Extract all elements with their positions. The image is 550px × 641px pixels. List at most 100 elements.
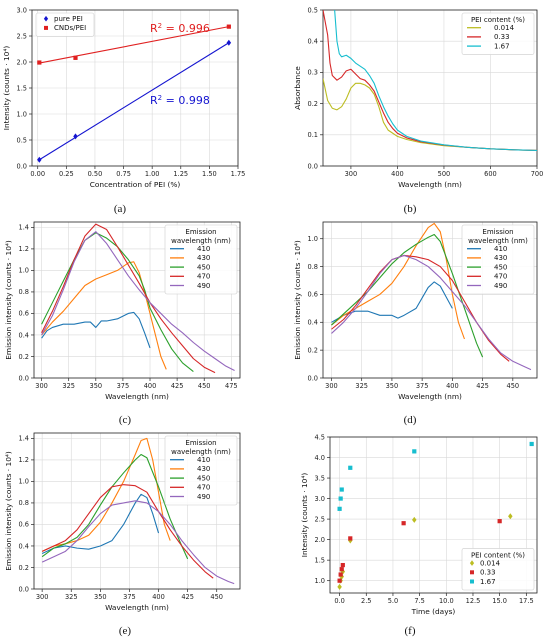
x-tick-label: 0.25 (59, 170, 74, 178)
y-axis-label: Emission intensity (counts · 10⁴) (4, 240, 13, 360)
x-tick-label: 375 (123, 593, 136, 601)
legend-entry-label: 0.33 (494, 33, 510, 41)
legend-entry-label: 0.014 (480, 559, 501, 567)
series-line-430 (41, 261, 167, 370)
x-tick-label: 325 (62, 382, 75, 390)
fit-line-cnds-pei (39, 26, 229, 64)
plot-area (37, 24, 232, 163)
data-point (529, 441, 534, 447)
plot-area (331, 222, 532, 371)
y-tick-label: 0.2 (308, 100, 319, 108)
data-point (412, 516, 417, 523)
series-line-410 (41, 493, 160, 554)
y-tick-label: 3.0 (315, 495, 326, 503)
y-tick-label: 1.5 (17, 84, 28, 92)
legend-swatch (469, 560, 475, 566)
x-tick-label: 12.5 (466, 597, 481, 605)
y-tick-label: 0.5 (17, 136, 28, 144)
panel-label-c: (c) (119, 414, 132, 426)
series-line-450 (41, 453, 189, 560)
panel-label-a: (a) (114, 203, 127, 215)
y-axis-label: Intensity (counts · 10⁴) (2, 46, 11, 131)
legend-entry-label: 430 (197, 254, 210, 262)
y-tick-label: 0.0 (308, 162, 319, 170)
series-line-430 (41, 437, 171, 552)
legend-entry-label: 1.67 (480, 578, 496, 586)
x-tick-label: 425 (171, 382, 184, 390)
y-tick-label: 0.3 (308, 69, 319, 77)
data-point (338, 572, 343, 577)
y-tick-label: 0.8 (19, 288, 30, 296)
y-tick-label: 1.0 (19, 478, 30, 486)
x-tick-label: 350 (90, 382, 103, 390)
legend-title: Emission (185, 228, 216, 236)
legend-entry-label: 410 (197, 456, 210, 464)
data-point (337, 578, 342, 583)
data-point (337, 506, 342, 511)
panel-label-b: (b) (404, 203, 417, 215)
y-tick-label: 0.2 (19, 353, 30, 361)
legend-entry-label: 450 (197, 474, 210, 482)
series-line-0.014 (323, 78, 537, 151)
y-tick-label: 0.8 (19, 499, 30, 507)
plot-area (41, 437, 235, 585)
y-tick-label: 0.0 (17, 162, 28, 170)
x-axis-label: Wavelength (nm) (105, 603, 169, 612)
y-tick-label: 4.0 (315, 454, 326, 462)
series-line-470 (41, 223, 216, 374)
x-tick-label: 300 (35, 382, 48, 390)
x-tick-label: 325 (355, 382, 368, 390)
y-tick-label: 0.4 (19, 542, 30, 550)
x-tick-label: 17.5 (519, 597, 534, 605)
x-tick-label: 0.0 (334, 597, 345, 605)
x-tick-label: 300 (345, 170, 358, 178)
x-tick-label: 700 (531, 170, 544, 178)
x-tick-label: 1.00 (145, 170, 160, 178)
x-tick-label: 450 (198, 382, 211, 390)
x-tick-label: 300 (325, 382, 338, 390)
series-line-1.67 (334, 10, 537, 151)
y-tick-label: 0.4 (308, 319, 319, 327)
legend-entry-label: 490 (197, 493, 210, 501)
legend-entry-label: 470 (494, 273, 507, 281)
y-tick-label: 0.6 (19, 310, 30, 318)
y-tick-label: 1.0 (17, 110, 28, 118)
data-point (497, 519, 502, 524)
data-point (37, 156, 42, 163)
plot-area (337, 441, 534, 590)
legend-entry-label: 410 (197, 245, 210, 253)
x-tick-label: 600 (484, 170, 497, 178)
legend-entry-label: 0.014 (494, 24, 515, 32)
legend-entry-label: CNDs/PEI (54, 24, 86, 32)
y-tick-label: 1.0 (19, 267, 30, 275)
y-tick-label: 0.5 (308, 6, 319, 14)
plot-frame (322, 9, 538, 167)
y-tick-label: 0.6 (19, 521, 30, 529)
panel-d: 300 325 350 375 400 425 450 0.0 0.2 0.4 0.6 0.8 1.0 W… (293, 221, 538, 401)
plot-frame (322, 221, 538, 379)
x-tick-label: 15.0 (492, 597, 507, 605)
x-tick-label: 10.0 (439, 597, 454, 605)
legend-entry-label: 470 (197, 484, 210, 492)
legend-entry-label: 410 (494, 245, 507, 253)
series-line-430 (331, 222, 465, 340)
x-tick-label: 375 (416, 382, 429, 390)
y-tick-label: 1.0 (308, 235, 319, 243)
legend-entry-label: 0.33 (480, 569, 496, 577)
y-tick-label: 0.2 (308, 346, 319, 354)
plot-frame (31, 9, 239, 167)
legend-title: wavelength (nm) (171, 237, 231, 245)
r-squared-annotation: R2 = 0.996 (150, 22, 210, 35)
y-tick-label: 3.5 (315, 474, 326, 482)
data-point (340, 562, 345, 568)
data-point (73, 55, 78, 60)
data-point (401, 521, 406, 526)
x-tick-label: 350 (386, 382, 399, 390)
y-tick-label: 1.2 (19, 456, 30, 464)
x-tick-label: 0.00 (30, 170, 45, 178)
